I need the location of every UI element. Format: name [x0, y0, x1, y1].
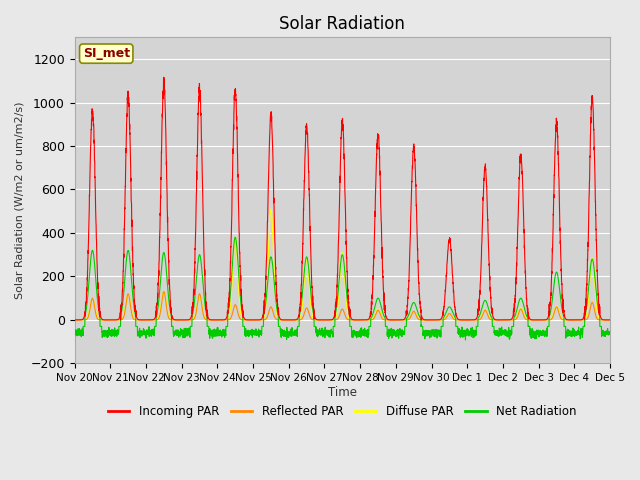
Y-axis label: Solar Radiation (W/m2 or um/m2/s): Solar Radiation (W/m2 or um/m2/s) [15, 102, 25, 299]
Text: SI_met: SI_met [83, 47, 130, 60]
Title: Solar Radiation: Solar Radiation [280, 15, 405, 33]
X-axis label: Time: Time [328, 386, 357, 399]
Legend: Incoming PAR, Reflected PAR, Diffuse PAR, Net Radiation: Incoming PAR, Reflected PAR, Diffuse PAR… [104, 400, 581, 423]
